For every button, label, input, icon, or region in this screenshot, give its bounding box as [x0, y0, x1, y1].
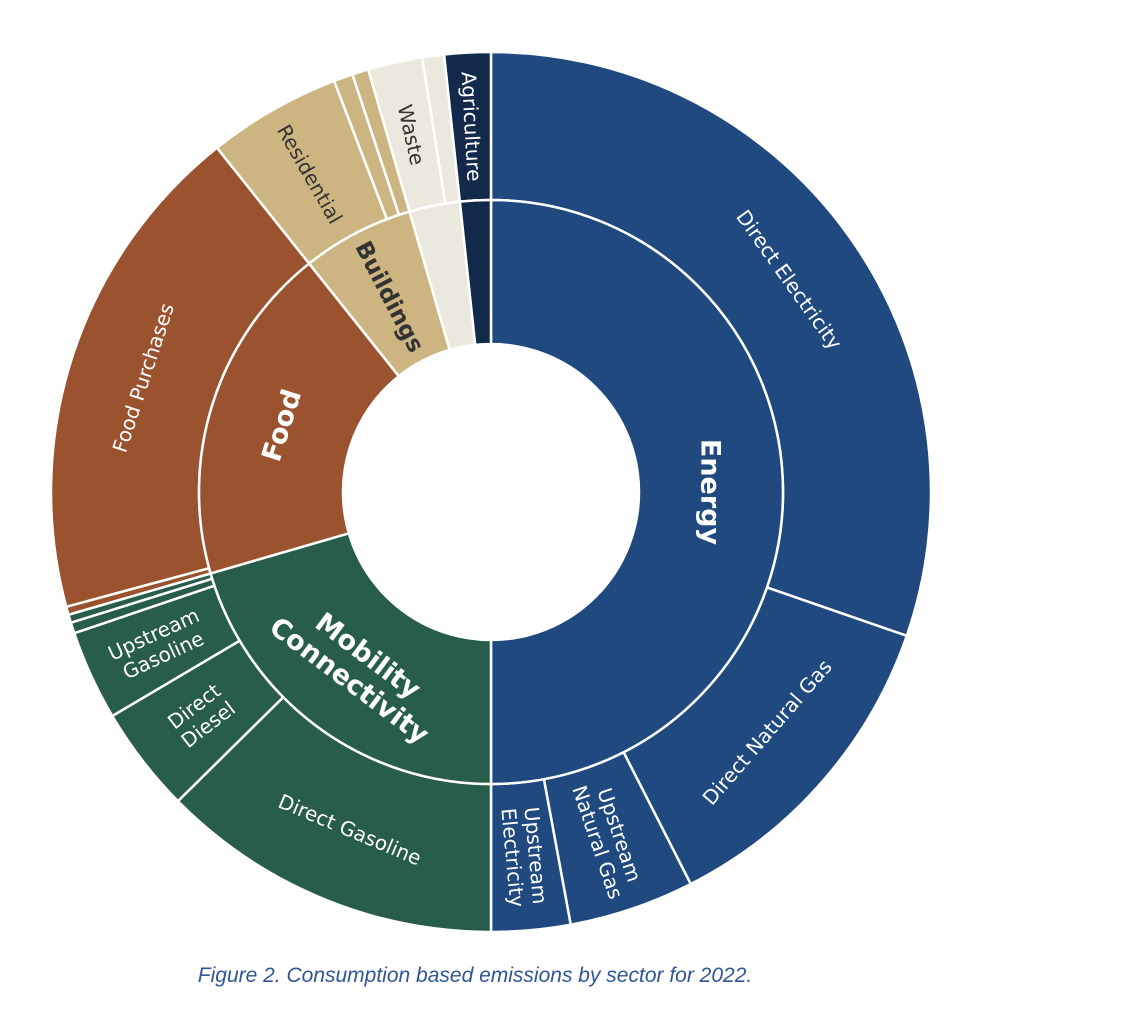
figure-caption: Figure 2. Consumption based emissions by…: [197, 964, 753, 987]
outer-ring: [49, 50, 933, 934]
subsector-label-upstream-electricity: UpstreamElectricity: [496, 805, 552, 908]
sector-agriculture: [458, 198, 493, 347]
sector-label-energy: Energy: [695, 439, 726, 546]
subsector-label-agriculture: Agriculture: [457, 71, 487, 182]
sector-food: [197, 261, 401, 576]
sector-mobility-connectivity: [209, 531, 493, 786]
inner-ring: [197, 198, 785, 786]
sector-energy: [489, 198, 785, 786]
